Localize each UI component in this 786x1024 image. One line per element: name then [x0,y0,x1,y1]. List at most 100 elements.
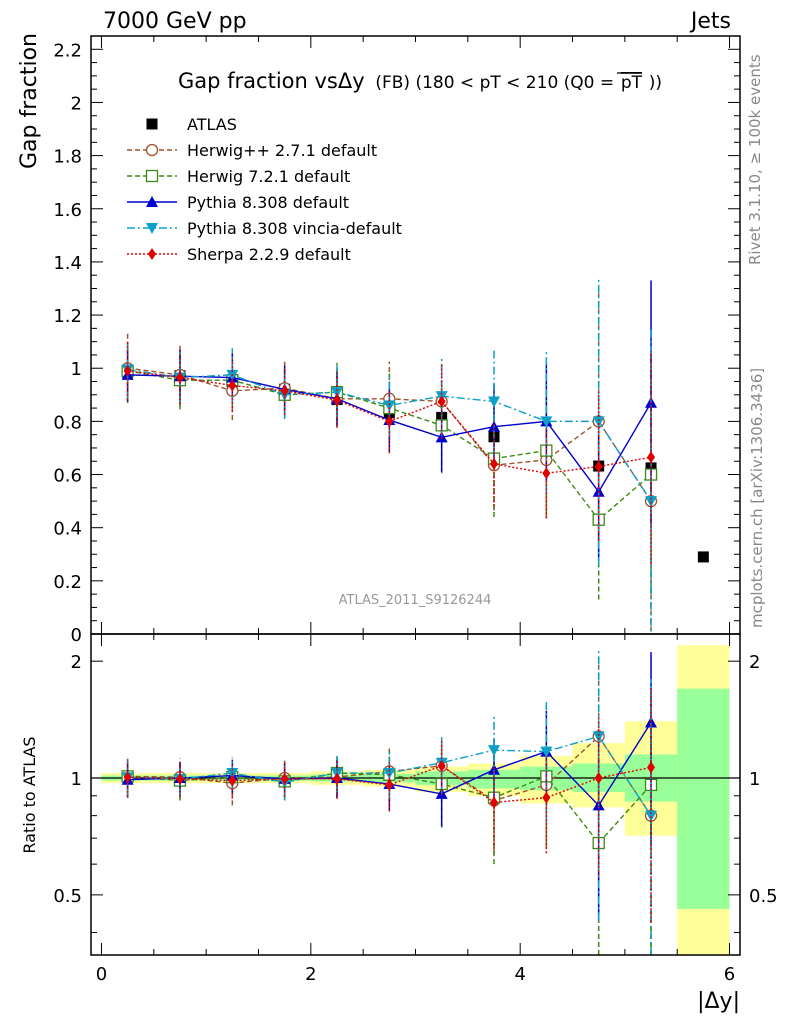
legend: ATLAS Herwig++ 2.7.1 default Herwig 7.2.1 … [127,115,402,264]
legend-label: ATLAS [187,115,237,134]
legend-label: Herwig++ 2.7.1 default [187,141,377,160]
main-y-tick-label: 1.6 [53,200,82,221]
data-point [280,384,289,397]
legend-entry: Pythia 8.308 default [127,193,349,212]
mcplots-label: mcplots.cern.ch [arXiv:1306.3436] [748,368,766,628]
ratio-point [123,771,132,784]
ratio-point [488,745,501,757]
x-axis-label: |Δy| [697,989,740,1014]
data-point [383,400,396,412]
ratio-point [542,791,551,804]
series-atlas [122,366,709,563]
ratio-frame [90,633,741,956]
ratio-ticks [91,634,740,955]
uncertainty-band-inner [677,688,730,909]
header-jets: Jets [689,9,731,34]
ratio-panel: Ratio to ATLAS 0.5 0.5 1 1 2 2 0 2 4 6 |Δy| [20,633,778,1014]
data-point [228,379,237,392]
legend-entry: Sherpa 2.2.9 default [127,245,351,264]
ratio-y-tick-label-right: 0.5 [749,886,778,907]
ratio-bands [101,645,730,955]
ratio-y-tick-label: 2 [71,652,82,673]
ratio-y-tick-label: 0.5 [53,886,82,907]
legend-label: Sherpa 2.2.9 default [187,245,351,264]
ratio-y-axis-label: Ratio to ATLAS [20,736,39,853]
series-line [127,370,652,474]
main-y-tick-label: 0 [71,625,82,646]
main-y-tick-label: 1.4 [53,253,82,274]
x-tick-label: 6 [724,964,735,985]
legend-label: Pythia 8.308 default [187,193,349,212]
data-point [697,551,709,563]
ratio-point [385,778,394,791]
ratio-point [592,731,605,743]
main-y-tick-label: 1.8 [53,147,82,168]
chart-title-close: )) [649,73,662,93]
legend-marker [146,223,158,234]
data-point [540,416,553,428]
ratio-point [280,772,289,785]
ratio-point [647,761,656,774]
main-y-tick-label: 0.4 [53,519,82,540]
series-herwig-2-7-1-default [121,288,658,634]
chart-title-sub: (FB) (180 < pT < 210 (Q0 = [375,73,614,93]
ratio-y-tick-labels: 0.5 0.5 1 1 2 2 [53,652,777,907]
chart-title: Gap fraction vsΔy (FB) (180 < pT < 210 (… [178,69,662,93]
series-sherpa-2-2-9-default [123,341,656,564]
main-y-tick-label: 2.2 [53,40,82,61]
series-pythia-8-308-vincia-default [121,277,658,634]
ratio-point [175,772,184,785]
legend-entry: Herwig++ 2.7.1 default [127,141,377,160]
analysis-watermark: ATLAS_2011_S9126244 [339,593,492,608]
legend-marker [148,248,156,260]
data-point [592,416,605,428]
main-ticks [91,35,740,635]
main-data [121,277,709,634]
main-y-tick-label: 1 [71,359,82,380]
data-point [490,457,499,470]
x-tick-label: 0 [96,964,107,985]
chart-title-main: Gap fraction vsΔy [178,69,365,93]
ratio-point [594,772,603,785]
data-point [330,387,343,399]
ratio-y-tick-label: 1 [71,769,82,790]
main-y-tick-label: 0.8 [53,412,82,433]
legend-label: Herwig 7.2.1 default [187,167,350,186]
main-y-tick-label: 1.2 [53,306,82,327]
legend-marker [145,143,159,157]
data-point [647,451,656,464]
x-tick-labels: 0 2 4 6 [96,964,736,985]
legend-marker [146,118,158,130]
ratio-point [490,796,499,809]
main-y-tick-label: 0.2 [53,572,82,593]
main-y-tick-label: 2 [71,93,82,114]
ratio-point [645,810,658,822]
ratio-y-tick-label-right: 2 [749,652,760,673]
legend-entry: Herwig 7.2.1 default [127,167,350,186]
chart-title-pt: pT [621,73,643,93]
data-point [332,394,341,407]
legend-marker [146,196,158,207]
ratio-data [121,650,658,955]
legend-entry: ATLAS [146,115,237,134]
header-energy: 7000 GeV pp [103,9,247,34]
ratio-y-tick-label-right: 1 [749,769,760,790]
ratio-point [228,774,237,787]
data-point [594,460,603,473]
ratio-series-herwig-7-2-1-default [121,692,658,955]
main-y-axis-label: Gap fraction [17,33,42,169]
main-panel: Gap fraction 0 0.2 0.4 0.6 0.8 1 1.2 1.4 1.6 1.8 2… [17,33,741,646]
ratio-series-sherpa-2-2-9-default [123,688,656,923]
main-y-tick-labels: 0 0.2 0.4 0.6 0.8 1 1.2 1.4 1.6 1.8 2 2.2 [53,40,82,646]
main-y-tick-label: 0.6 [53,466,82,487]
rivet-version-label: Rivet 3.1.10, ≥ 100k events [746,54,764,265]
ratio-series-line [127,765,652,804]
data-point [175,371,184,384]
x-tick-label: 4 [514,964,525,985]
data-point [542,467,551,480]
legend-label: Pythia 8.308 vincia-default [187,219,402,238]
legend-entry: Pythia 8.308 vincia-default [127,219,402,238]
x-tick-label: 2 [305,964,316,985]
ratio-point [332,772,341,785]
